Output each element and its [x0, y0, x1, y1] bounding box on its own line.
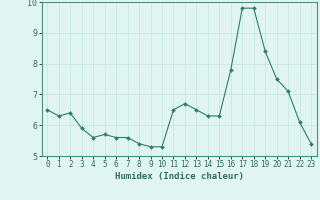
X-axis label: Humidex (Indice chaleur): Humidex (Indice chaleur)	[115, 172, 244, 181]
